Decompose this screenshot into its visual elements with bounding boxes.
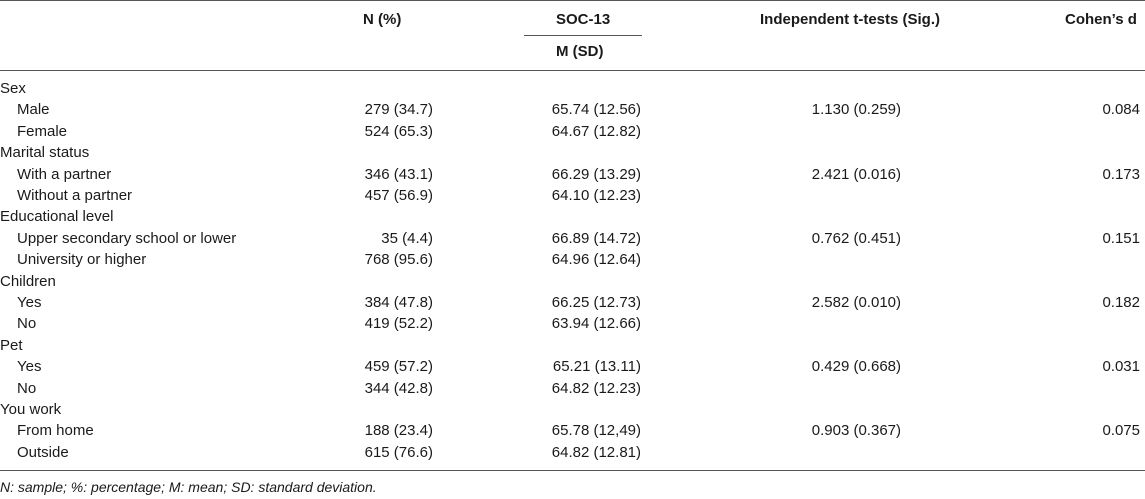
row-label: Upper secondary school or lower — [17, 229, 237, 247]
cell-cohens-d: 0.031 — [1102, 358, 1140, 376]
row-label: Yes — [17, 358, 42, 376]
group-label: Educational level — [0, 208, 114, 226]
cell-n-pct: 459 (57.2) — [364, 358, 433, 376]
row-label: With a partner — [17, 165, 112, 183]
row-label: Without a partner — [17, 187, 133, 204]
group-label: You work — [0, 401, 62, 418]
cell-ttest: 0.762 (0.451) — [811, 229, 901, 247]
group-label: Marital status — [0, 144, 90, 162]
cell-m-sd: 66.25 (12.73) — [551, 294, 641, 311]
table-footnote: N: sample; %: percentage; M: mean; SD: s… — [0, 479, 377, 495]
cell-m-sd: 64.82 (12.23) — [551, 379, 641, 397]
cell-m-sd: 66.89 (14.72) — [551, 229, 641, 247]
cell-n-pct: 524 (65.3) — [364, 122, 433, 140]
header-cohens-d: Cohen’s d — [1065, 11, 1137, 28]
header-m-sd: M (SD) — [556, 43, 604, 60]
cell-n-pct: 346 (43.1) — [364, 165, 433, 183]
cell-n-pct: 419 (52.2) — [364, 315, 433, 333]
cell-ttest: 2.582 (0.010) — [811, 294, 901, 311]
cell-m-sd: 64.96 (12.64) — [551, 251, 641, 269]
cell-n-pct: 384 (47.8) — [364, 294, 433, 311]
cell-cohens-d: 0.173 — [1102, 165, 1140, 183]
row-label: No — [17, 379, 37, 397]
row-label: Female — [17, 122, 68, 140]
table-bottom-rule — [0, 470, 1145, 471]
cell-ttest: 0.429 (0.668) — [811, 358, 901, 376]
header-ttest: Independent t-tests (Sig.) — [760, 11, 940, 28]
cell-m-sd: 66.29 (13.29) — [551, 165, 641, 183]
cell-m-sd: 65.78 (12,49) — [551, 422, 641, 440]
cell-n-pct: 188 (23.4) — [364, 422, 433, 440]
cell-n-pct: 344 (42.8) — [364, 379, 433, 397]
cell-n-pct: 615 (76.6) — [364, 443, 433, 461]
cell-m-sd: 64.82 (12.81) — [551, 443, 641, 461]
cell-ttest: 1.130 (0.259) — [811, 101, 901, 119]
row-label: No — [17, 315, 37, 333]
group-label: Pet — [0, 336, 23, 354]
table-top-rule — [0, 0, 1145, 1]
soc13-underline — [524, 35, 642, 36]
header-soc13: SOC-13 — [556, 11, 611, 28]
cell-m-sd: 64.67 (12.82) — [551, 122, 641, 140]
cell-m-sd: 64.10 (12.23) — [551, 187, 641, 204]
cell-n-pct: 35 (4.4) — [381, 229, 433, 247]
cell-ttest: 0.903 (0.367) — [811, 422, 901, 440]
cell-cohens-d: 0.084 — [1102, 101, 1140, 119]
cell-cohens-d: 0.075 — [1102, 422, 1140, 440]
group-label: Sex — [0, 80, 26, 97]
group-label: Children — [0, 272, 56, 290]
header-bottom-rule — [0, 70, 1145, 71]
cell-m-sd: 63.94 (12.66) — [551, 315, 641, 333]
row-label: Yes — [17, 294, 42, 311]
cell-n-pct: 768 (95.6) — [364, 251, 433, 269]
cell-m-sd: 65.21 (13.11) — [552, 358, 641, 376]
row-label: Outside — [17, 443, 69, 461]
cell-m-sd: 65.74 (12.56) — [551, 101, 641, 119]
cell-n-pct: 279 (34.7) — [364, 101, 433, 119]
header-n-pct: N (%) — [363, 11, 402, 28]
cell-cohens-d: 0.151 — [1102, 229, 1140, 247]
cell-n-pct: 457 (56.9) — [364, 187, 433, 204]
cell-ttest: 2.421 (0.016) — [811, 165, 901, 183]
row-label: From home — [17, 422, 94, 440]
cell-cohens-d: 0.182 — [1102, 294, 1140, 311]
row-label: Male — [17, 101, 50, 119]
row-label: University or higher — [17, 251, 147, 269]
